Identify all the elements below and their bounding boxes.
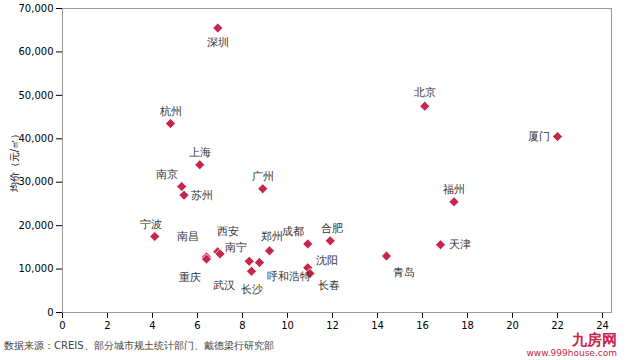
svg-text:均价（元/㎡）: 均价（元/㎡） bbox=[9, 129, 20, 193]
svg-text:2: 2 bbox=[104, 320, 110, 331]
svg-text:50,000: 50,000 bbox=[19, 90, 54, 101]
svg-text:合肥: 合肥 bbox=[321, 222, 343, 235]
svg-text:8: 8 bbox=[239, 320, 245, 331]
svg-text:南昌: 南昌 bbox=[177, 230, 199, 243]
svg-text:南京: 南京 bbox=[156, 168, 178, 181]
svg-text:12: 12 bbox=[326, 320, 339, 331]
svg-text:70,000: 70,000 bbox=[19, 3, 54, 14]
svg-text:广州: 广州 bbox=[252, 170, 274, 183]
svg-text:20,000: 20,000 bbox=[19, 220, 54, 231]
svg-text:22: 22 bbox=[551, 320, 564, 331]
html-text:九房网: 九房网 bbox=[572, 331, 617, 349]
svg-text:杭州: 杭州 bbox=[159, 105, 182, 118]
svg-text:长沙: 长沙 bbox=[241, 283, 263, 296]
svg-text:30,000: 30,000 bbox=[19, 176, 54, 187]
svg-text:10,000: 10,000 bbox=[19, 263, 54, 274]
svg-text:厦门: 厦门 bbox=[528, 130, 550, 143]
svg-text:南宁: 南宁 bbox=[225, 241, 247, 254]
svg-text:10: 10 bbox=[281, 320, 294, 331]
svg-text:24: 24 bbox=[596, 320, 609, 331]
svg-text:天津: 天津 bbox=[449, 238, 471, 251]
svg-text:16: 16 bbox=[416, 320, 429, 331]
svg-text:上海: 上海 bbox=[189, 146, 211, 159]
svg-text:60,000: 60,000 bbox=[19, 46, 54, 57]
html-text:www.999house.com: www.999house.com bbox=[526, 348, 617, 358]
svg-text:深圳: 深圳 bbox=[207, 36, 229, 49]
svg-text:西安: 西安 bbox=[217, 225, 239, 238]
html-text:数据来源：CREIS、部分城市规土统计部门、戴德梁行研究部: 数据来源：CREIS、部分城市规土统计部门、戴德梁行研究部 bbox=[4, 340, 274, 351]
svg-text:呼和浩特: 呼和浩特 bbox=[267, 270, 311, 283]
svg-text:4: 4 bbox=[149, 320, 155, 331]
svg-text:0: 0 bbox=[47, 307, 53, 318]
svg-text:青岛: 青岛 bbox=[393, 266, 415, 279]
svg-text:宁波: 宁波 bbox=[140, 218, 162, 231]
svg-text:20: 20 bbox=[506, 320, 519, 331]
svg-text:6: 6 bbox=[194, 320, 200, 331]
svg-text:成都: 成都 bbox=[282, 225, 304, 238]
svg-text:苏州: 苏州 bbox=[191, 189, 213, 202]
svg-text:重庆: 重庆 bbox=[179, 271, 201, 284]
svg-text:14: 14 bbox=[371, 320, 384, 331]
svg-text:长春: 长春 bbox=[318, 279, 340, 292]
svg-text:福州: 福州 bbox=[443, 183, 465, 196]
svg-text:18: 18 bbox=[461, 320, 474, 331]
svg-text:北京: 北京 bbox=[414, 86, 436, 99]
svg-text:沈阳: 沈阳 bbox=[316, 254, 338, 267]
svg-text:40,000: 40,000 bbox=[19, 133, 54, 144]
svg-text:郑州: 郑州 bbox=[261, 230, 283, 243]
svg-text:武汉: 武汉 bbox=[213, 279, 235, 292]
svg-text:0: 0 bbox=[59, 320, 65, 331]
